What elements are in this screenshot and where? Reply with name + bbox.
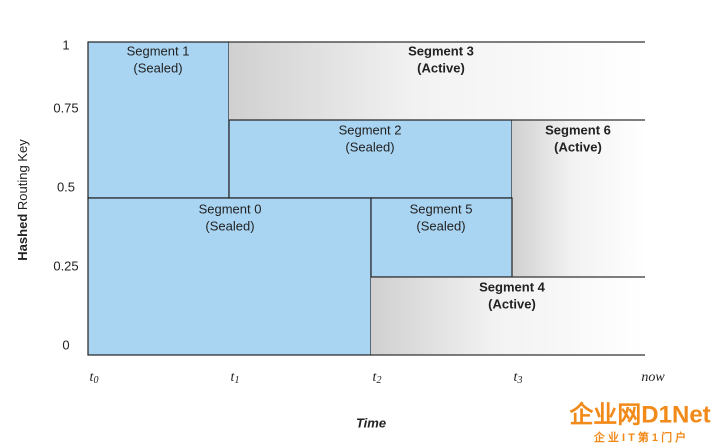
y-tick-label: 0 [62, 337, 69, 352]
segment-name: Segment 5 [410, 201, 473, 216]
tick-sub: 3 [516, 375, 522, 386]
segment-state: (Active) [488, 296, 536, 311]
tick-base: now [641, 370, 665, 385]
active-segment [229, 42, 645, 120]
active-segment [371, 277, 645, 355]
x-axis-title: Time [356, 415, 386, 430]
segment-state: (Sealed) [133, 60, 182, 75]
active-segment [512, 120, 645, 277]
x-tick-label: now [641, 370, 665, 385]
tick-base: t [231, 370, 236, 385]
watermark-brand: 企业网D1Net [569, 400, 710, 428]
tick-base: t [373, 370, 378, 385]
y-title-rest: Routing Key [15, 139, 30, 214]
x-tick-label: t1 [231, 370, 240, 386]
segment-state: (Sealed) [416, 218, 465, 233]
y-tick-label: 1 [62, 37, 69, 52]
segment-name: Segment 3 [408, 43, 474, 58]
y-axis-title: Hashed Routing Key [15, 139, 30, 261]
y-tick-label: 0.25 [53, 258, 78, 273]
segment-name: Segment 4 [479, 279, 546, 294]
y-tick-label: 0.75 [53, 100, 78, 115]
x-tick-label: t0 [90, 370, 99, 386]
sealed-segment [87, 197, 372, 356]
segment-name: Segment 6 [545, 122, 611, 137]
segment-name: Segment 1 [127, 43, 190, 58]
y-title-bold: Hashed [15, 214, 30, 261]
sealed-segment [370, 197, 513, 278]
segment-name: Segment 0 [199, 201, 262, 216]
sealed-segment [87, 41, 230, 199]
segment-state: (Sealed) [345, 139, 394, 154]
tick-base: t [90, 370, 95, 385]
x-tick-label: t3 [514, 370, 523, 386]
tick-sub: 2 [376, 375, 381, 386]
tick-base: t [514, 370, 519, 385]
tick-sub: 0 [93, 375, 98, 386]
watermark-tagline: 企 业 I T 第 1 门 户 [593, 430, 686, 444]
segment-state: (Active) [417, 60, 465, 75]
segment-state: (Active) [554, 139, 602, 154]
segment-name: Segment 2 [339, 122, 402, 137]
x-tick-label: t2 [373, 370, 382, 386]
tick-sub: 1 [234, 375, 239, 386]
segment-state: (Sealed) [205, 218, 254, 233]
y-tick-label: 0.5 [57, 179, 75, 194]
